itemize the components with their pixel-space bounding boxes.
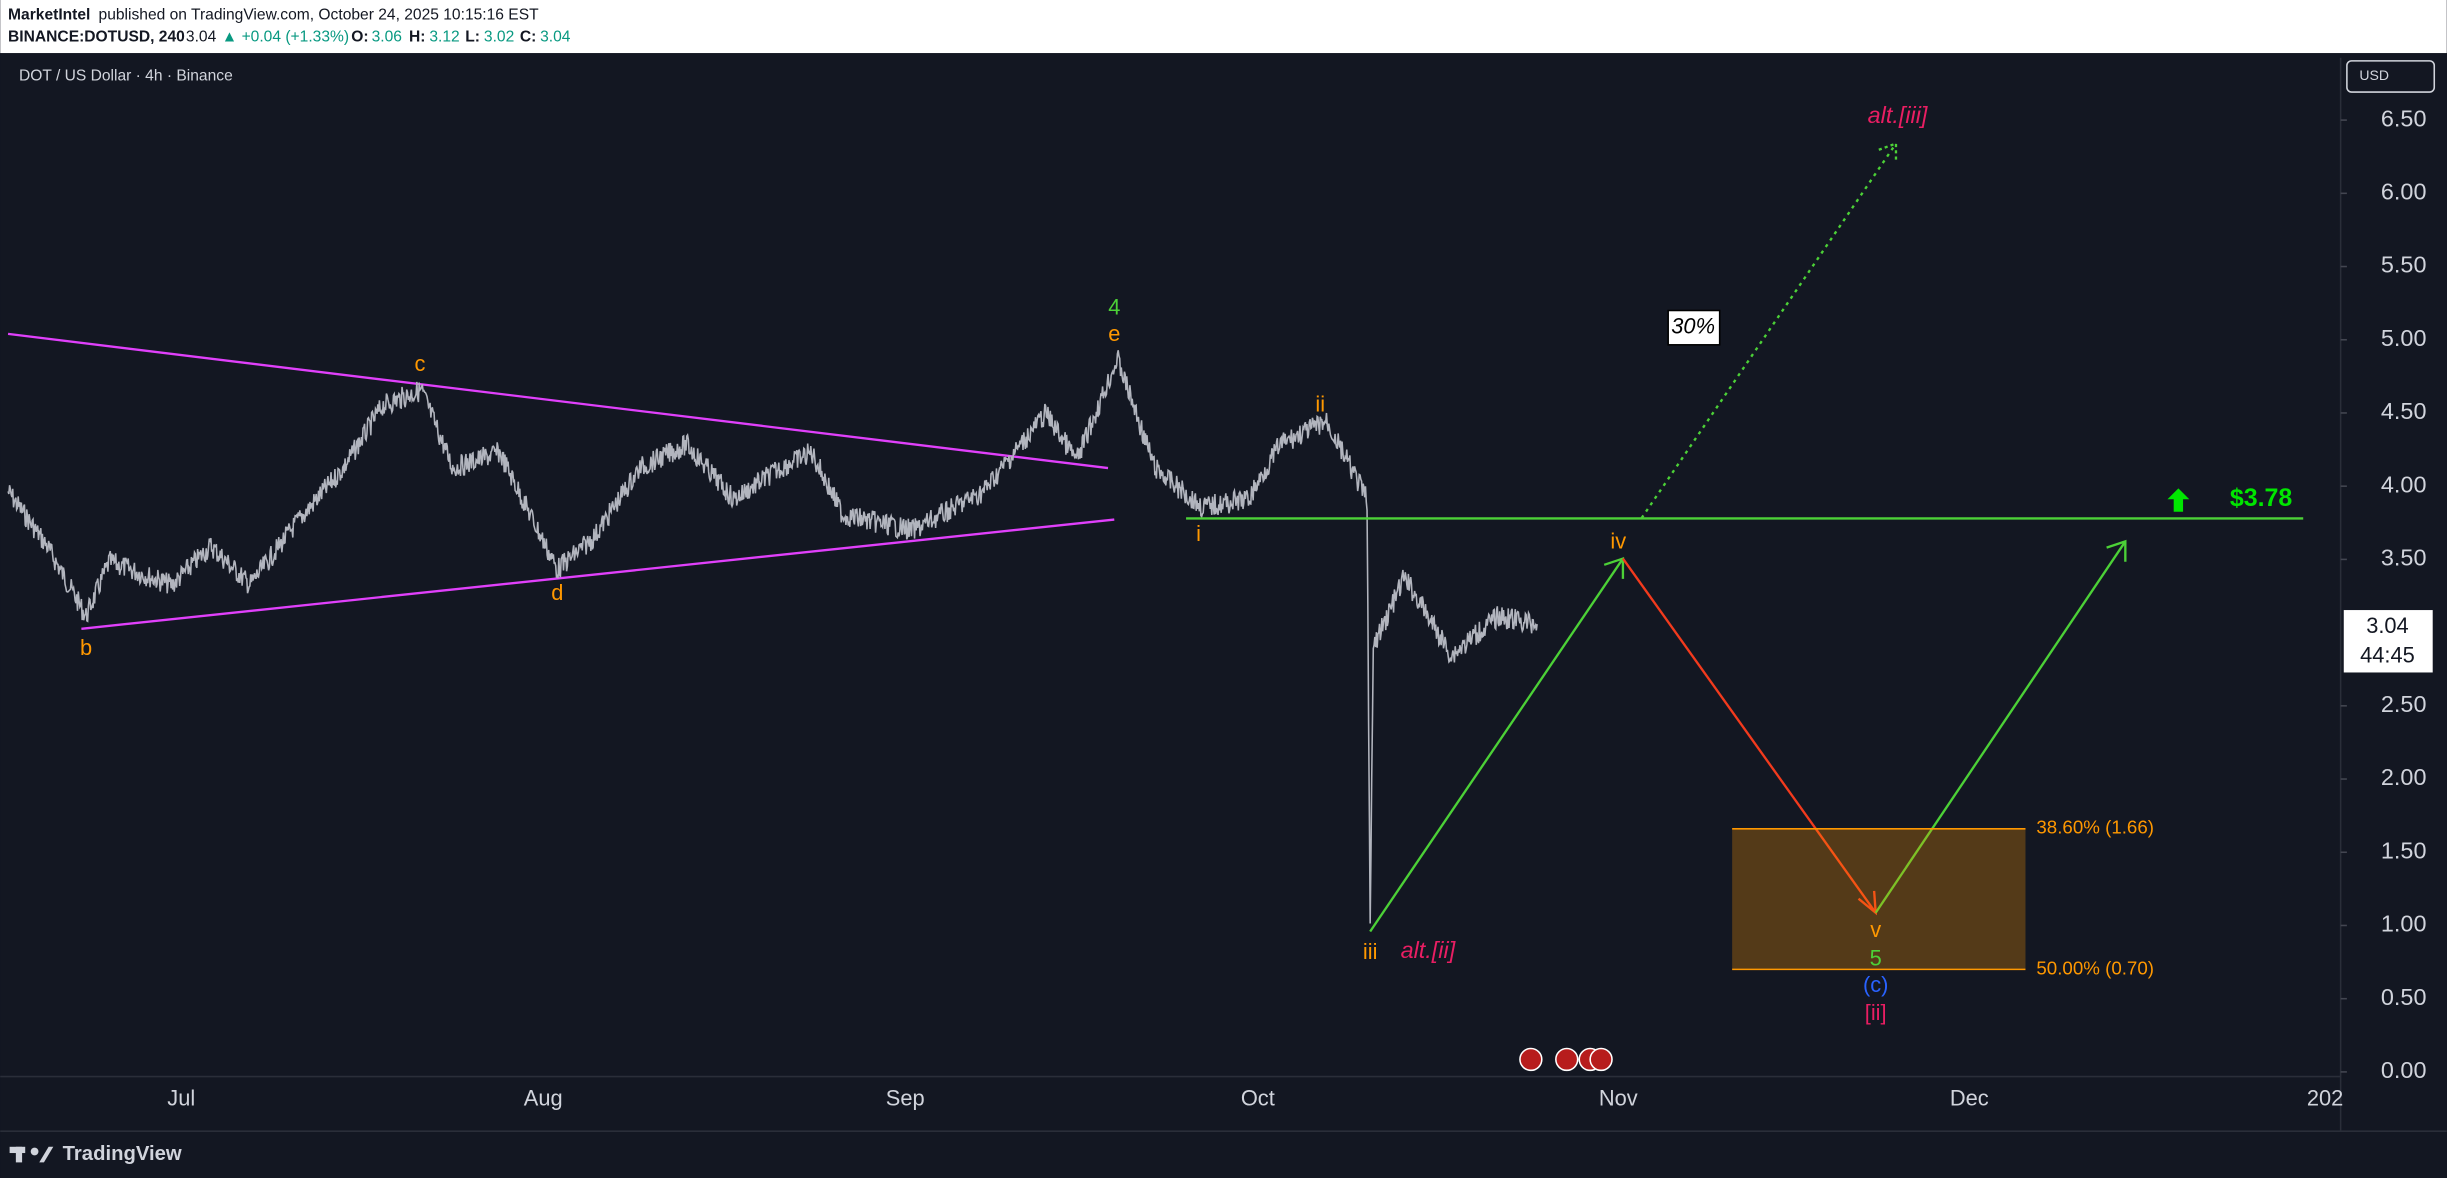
event-marker bbox=[1519, 1047, 1543, 1072]
high-label: H: bbox=[409, 29, 425, 46]
target-label: $3.78 bbox=[2230, 484, 2293, 512]
projection-up bbox=[1369, 557, 1624, 933]
y-tick-label: 4.50 bbox=[2381, 398, 2427, 424]
y-tick-label: 0.00 bbox=[2381, 1057, 2427, 1083]
last-price: 3.04 bbox=[186, 29, 217, 46]
y-tick-label: 5.50 bbox=[2381, 252, 2427, 278]
x-tick-label: Nov bbox=[1599, 1086, 1638, 1111]
up-arrow-icon bbox=[2167, 488, 2190, 512]
projection-down bbox=[1621, 557, 1877, 914]
close: 3.04 bbox=[540, 29, 571, 46]
y-tick-label: 3.50 bbox=[2381, 545, 2427, 571]
wave-label: v bbox=[1870, 917, 1881, 942]
y-tick-label: 5.00 bbox=[2381, 325, 2427, 351]
currency-box bbox=[2346, 60, 2436, 93]
open: 3.06 bbox=[372, 29, 402, 46]
wave-label: b bbox=[80, 635, 92, 660]
y-tick-label: 4.00 bbox=[2381, 471, 2427, 497]
wave-label: 5 bbox=[1870, 945, 1882, 970]
brand-logo bbox=[9, 1146, 54, 1163]
fib-label: 50.00% (0.70) bbox=[2036, 957, 2154, 978]
event-markers bbox=[1519, 1047, 1613, 1072]
wave-label: (c) bbox=[1863, 972, 1888, 997]
wave-label: e bbox=[1108, 321, 1120, 346]
wave-label: alt.[iii] bbox=[1868, 102, 1928, 128]
x-tick-label: Sep bbox=[886, 1086, 925, 1111]
currency: USD bbox=[2359, 67, 2389, 83]
fib-label: 38.60% (1.66) bbox=[2036, 817, 2154, 838]
y-tick-label: 0.50 bbox=[2381, 984, 2427, 1010]
x-tick-label: Oct bbox=[1241, 1086, 1275, 1111]
y-tick-label: 2.50 bbox=[2381, 691, 2427, 717]
price-tag bbox=[2343, 610, 2433, 673]
y-tick-label: 1.00 bbox=[2381, 911, 2427, 937]
chart-legend: DOT / US Dollar · 4h · Binance bbox=[19, 68, 233, 85]
wave-label: i bbox=[1196, 521, 1201, 546]
arrow-head bbox=[2106, 539, 2127, 562]
probability-box bbox=[1667, 309, 1721, 346]
symbol: BINANCE:DOTUSD, 240 bbox=[8, 29, 185, 46]
alt-projection bbox=[1640, 142, 1897, 519]
price-tag-value: 3.04 bbox=[2366, 613, 2408, 638]
wave-label: c bbox=[415, 351, 426, 376]
x-tick-label: Jul bbox=[167, 1086, 195, 1111]
price-line bbox=[7, 350, 1538, 924]
header-bar bbox=[0, 0, 2447, 54]
wave-label: 4 bbox=[1108, 295, 1120, 320]
triangle-upper bbox=[7, 332, 1109, 470]
countdown: 44:45 bbox=[2360, 643, 2415, 668]
low-label: L: bbox=[465, 29, 480, 46]
wave-label: ii bbox=[1315, 391, 1325, 416]
wave-label: [ii] bbox=[1865, 1000, 1887, 1025]
y-tick-label: 6.00 bbox=[2381, 179, 2427, 205]
probability: 30% bbox=[1671, 313, 1715, 338]
logo-part bbox=[15, 1146, 23, 1163]
x-tick-label: 202 bbox=[2307, 1086, 2343, 1111]
projection-up bbox=[1874, 540, 2127, 914]
y-tick-label: 1.50 bbox=[2381, 837, 2427, 863]
event-marker bbox=[1589, 1047, 1613, 1072]
publisher: MarketIntel bbox=[8, 7, 90, 24]
brand: TradingView bbox=[63, 1143, 182, 1165]
x-tick-label: Aug bbox=[524, 1086, 563, 1111]
wave-label: iii bbox=[1363, 939, 1378, 964]
high: 3.12 bbox=[429, 29, 459, 46]
published: published on TradingView.com, October 24… bbox=[99, 7, 540, 24]
triangle-lower bbox=[81, 518, 1115, 630]
open-label: O: bbox=[351, 29, 368, 46]
y-tick-label: 6.50 bbox=[2381, 105, 2427, 131]
low: 3.02 bbox=[484, 29, 514, 46]
logo-part bbox=[39, 1146, 54, 1163]
x-tick-label: Dec bbox=[1950, 1086, 1989, 1111]
close-label: C: bbox=[520, 29, 536, 46]
logo-part bbox=[30, 1147, 39, 1156]
wave-label: iv bbox=[1610, 529, 1626, 554]
change: ▲ +0.04 (+1.33%) bbox=[222, 29, 349, 46]
wave-label: d bbox=[551, 580, 563, 605]
y-tick-label: 2.00 bbox=[2381, 764, 2427, 790]
wave-label: alt.[ii] bbox=[1401, 937, 1456, 963]
event-marker bbox=[1555, 1047, 1579, 1072]
fib-zone bbox=[1732, 828, 2026, 970]
